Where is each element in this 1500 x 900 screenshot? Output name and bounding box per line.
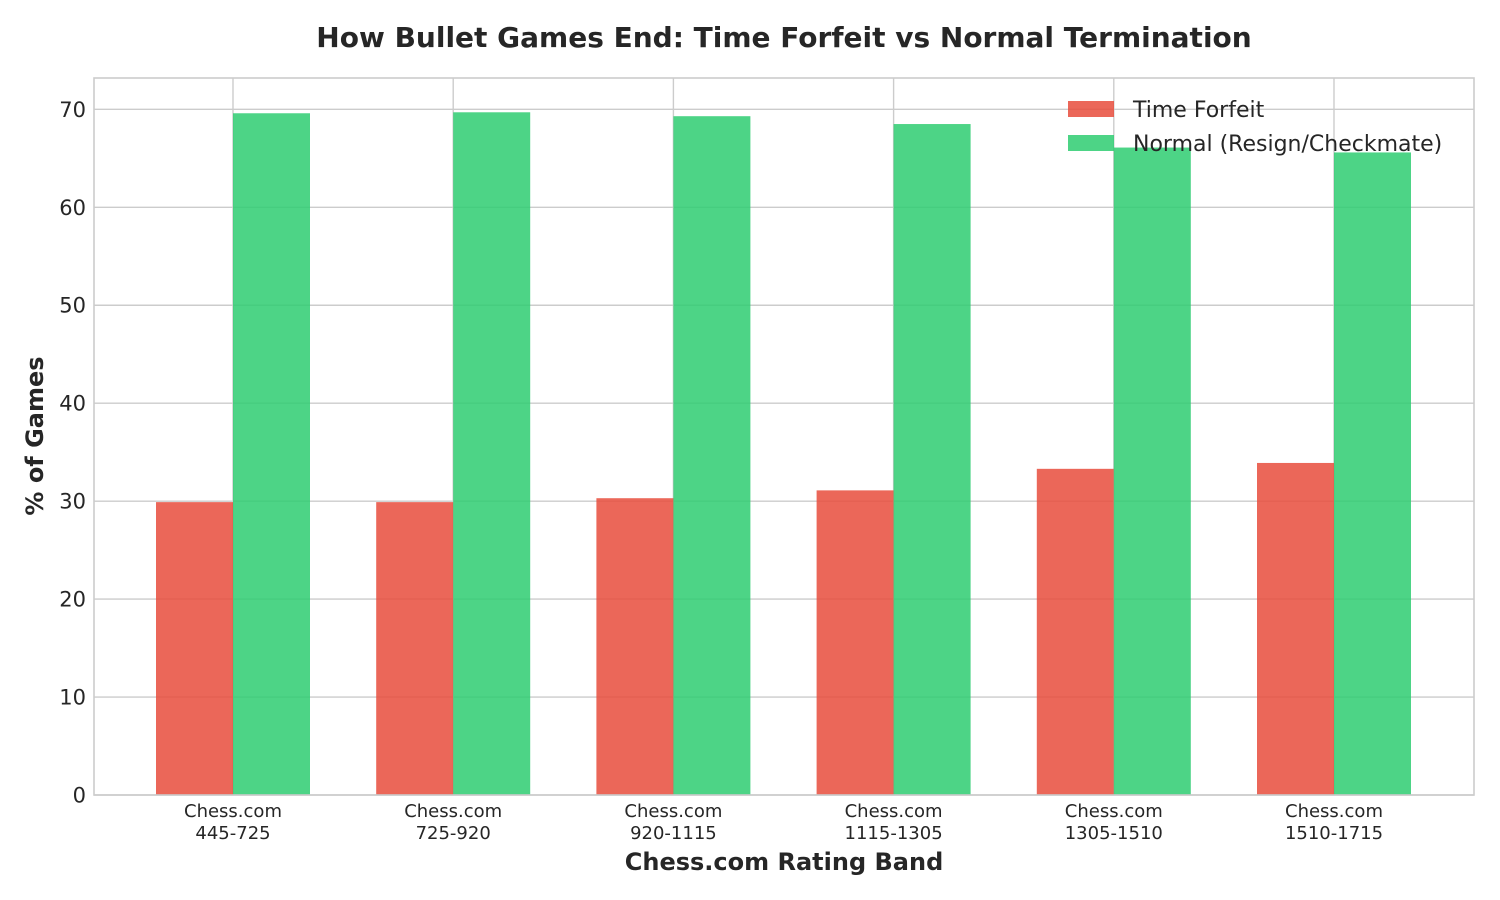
bars [156,112,1411,796]
bar-normal-4 [1113,147,1191,796]
x-tick-label: Chess.com 445-725 [184,801,282,844]
legend-label: Normal (Resign/Checkmate) [1133,132,1442,157]
y-tick-label: 50 [59,294,86,318]
bar-time-forfeit-3 [816,490,894,795]
bar-time-forfeit-5 [1257,462,1334,795]
bar-normal-2 [673,116,751,796]
x-tick-label: Chess.com 1510-1715 [1285,801,1383,844]
y-axis-label: % of Games [21,356,49,515]
plot-frame [93,77,1475,796]
plot-background [94,78,1474,795]
bar-time-forfeit-2 [596,498,674,795]
y-tick-labels: 0 10 20 30 40 50 60 70 [59,98,86,808]
legend-swatch [1068,135,1114,151]
y-tick-label: 70 [59,98,86,122]
x-tick-label: Chess.com 920-1115 [624,801,722,844]
y-tick-label: 40 [59,392,86,416]
bar-normal-3 [893,124,971,796]
x-tick-label: Chess.com 1115-1305 [845,801,943,844]
chart-title: How Bullet Games End: Time Forfeit vs No… [316,21,1251,54]
bar-time-forfeit-1 [376,502,454,795]
bar-time-forfeit-4 [1036,468,1114,795]
y-tick-label: 0 [73,784,86,808]
legend-label: Time Forfeit [1132,98,1265,123]
bar-normal-1 [453,112,531,796]
y-tick-label: 60 [59,196,86,220]
y-tick-label: 10 [59,686,86,710]
legend-swatch [1068,101,1114,117]
legend: Time Forfeit Normal (Resign/Checkmate) [1068,98,1442,157]
x-tick-label: Chess.com 725-920 [404,801,502,844]
y-tick-label: 30 [59,490,86,514]
bar-normal-0 [233,113,310,795]
bar-normal-5 [1334,152,1411,795]
x-axis-label: Chess.com Rating Band [625,848,944,876]
y-tick-label: 20 [59,588,86,612]
bar-time-forfeit-0 [156,502,233,795]
x-tick-label: Chess.com 1305-1510 [1065,801,1163,844]
x-tick-labels: Chess.com 445-725 Chess.com 725-920 Chess.co… [184,801,1383,844]
